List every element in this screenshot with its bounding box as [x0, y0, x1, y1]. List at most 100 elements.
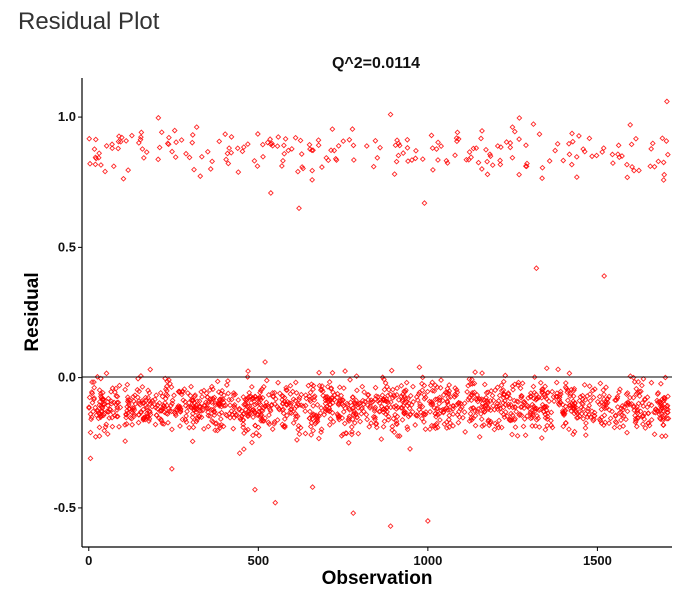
- residual-point: [410, 383, 416, 390]
- residual-point: [431, 388, 438, 394]
- residual-point: [485, 417, 492, 424]
- residual-point: [254, 131, 261, 137]
- residual-point: [491, 426, 498, 433]
- residual-point: [438, 377, 444, 383]
- residual-point: [391, 393, 398, 400]
- residual-point: [218, 390, 224, 397]
- residual-point: [470, 415, 477, 421]
- residual-point: [157, 389, 164, 396]
- residual-point: [233, 411, 240, 418]
- residual-point: [168, 384, 175, 391]
- residual-point: [433, 420, 440, 427]
- residual-point: [285, 147, 292, 154]
- residual-point: [300, 403, 307, 410]
- residual-point: [379, 374, 386, 381]
- residual-point: [633, 135, 639, 142]
- residual-point: [329, 126, 336, 133]
- residual-point: [240, 446, 247, 452]
- residual-point: [106, 415, 113, 421]
- residual-point: [542, 383, 549, 390]
- residual-point: [97, 414, 104, 421]
- residual-point: [378, 436, 385, 443]
- residual-point: [428, 422, 435, 429]
- residual-point: [446, 416, 452, 423]
- residual-point: [628, 141, 635, 148]
- residual-point: [169, 426, 175, 433]
- residual-point: [549, 388, 556, 395]
- residual-point: [469, 392, 476, 399]
- residual-point: [338, 432, 345, 439]
- residual-point: [319, 164, 325, 170]
- residual-point: [298, 402, 305, 409]
- residual-point: [164, 411, 171, 417]
- residual-point: [591, 386, 598, 393]
- residual-point: [552, 147, 559, 154]
- residual-point: [120, 175, 127, 182]
- residual-point: [554, 140, 561, 147]
- residual-point: [544, 416, 551, 423]
- residual-point: [236, 450, 243, 457]
- residual-point: [131, 398, 137, 405]
- residual-point: [395, 140, 402, 147]
- residual-point: [566, 426, 572, 433]
- residual-point: [256, 432, 263, 439]
- residual-point: [529, 423, 536, 429]
- residual-point: [624, 174, 631, 181]
- residual-point: [553, 379, 560, 386]
- residual-point: [253, 430, 260, 436]
- residual-point: [266, 421, 273, 428]
- residual-point: [87, 455, 94, 462]
- residual-point: [269, 393, 276, 400]
- residual-point: [228, 396, 235, 403]
- residual-point: [555, 366, 561, 373]
- residual-point: [91, 384, 98, 391]
- residual-point: [99, 408, 106, 415]
- residual-point: [374, 154, 381, 161]
- residual-point: [419, 380, 425, 387]
- residual-point: [531, 374, 538, 381]
- residual-point: [330, 389, 336, 396]
- residual-point: [154, 405, 161, 412]
- residual-point: [596, 416, 603, 423]
- residual-point: [404, 136, 411, 143]
- residual-point: [251, 157, 258, 164]
- residual-point: [389, 386, 396, 393]
- residual-point: [417, 401, 423, 407]
- residual-point: [468, 154, 475, 161]
- residual-point: [561, 412, 567, 418]
- residual-point: [534, 413, 540, 419]
- residual-point: [244, 141, 251, 148]
- residual-point: [398, 382, 405, 389]
- residual-point: [507, 401, 514, 408]
- residual-point: [86, 405, 92, 411]
- residual-point: [327, 396, 334, 403]
- residual-point: [103, 370, 110, 377]
- residual-point: [146, 415, 153, 422]
- residual-point: [158, 129, 165, 136]
- residual-point: [375, 393, 381, 400]
- residual-point: [357, 418, 364, 425]
- residual-point: [543, 395, 550, 402]
- residual-point: [366, 423, 373, 430]
- residual-point: [143, 149, 150, 156]
- residual-point: [314, 401, 321, 408]
- residual-point: [661, 171, 668, 178]
- residual-point: [384, 409, 390, 415]
- residual-point: [335, 412, 341, 419]
- residual-point: [372, 414, 378, 421]
- residual-point: [246, 403, 253, 410]
- residual-point: [110, 163, 117, 170]
- residual-point: [297, 137, 304, 144]
- residual-point: [171, 409, 178, 416]
- residual-point: [619, 403, 626, 409]
- residual-point: [399, 416, 406, 423]
- residual-point: [92, 161, 99, 168]
- residual-point: [263, 377, 270, 384]
- residual-point: [389, 394, 396, 401]
- residual-point: [445, 394, 452, 401]
- residual-point: [138, 129, 145, 136]
- residual-point: [324, 383, 331, 390]
- residual-point: [600, 145, 607, 152]
- residual-point: [589, 387, 596, 394]
- residual-point: [634, 408, 641, 415]
